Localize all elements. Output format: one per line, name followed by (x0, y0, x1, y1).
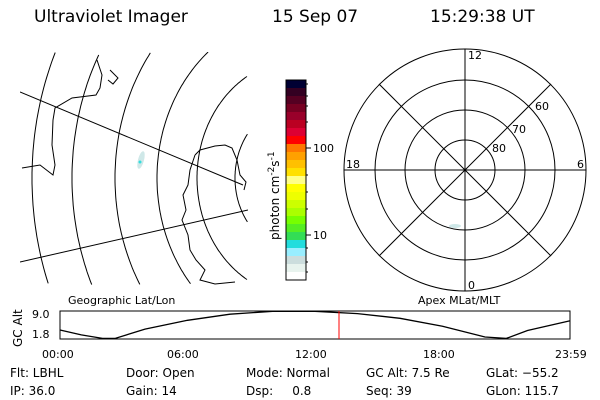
x-tick-label: 00:00 (42, 348, 74, 361)
mlat-label-80: 80 (492, 142, 506, 155)
colorbar-swatch (286, 248, 306, 257)
date-label: 15 Sep 07 (272, 7, 359, 27)
latitude-line (20, 91, 244, 186)
glat-status: GLat: −55.2 (486, 366, 559, 380)
y-axis-label: GC Alt (11, 309, 25, 347)
y-tick-label: 1.8 (32, 328, 50, 341)
longitude-arc (71, 54, 100, 285)
latitude-line (20, 209, 248, 263)
colorbar-swatch (286, 88, 306, 97)
mlt-label-12: 12 (468, 49, 482, 62)
colorbar-swatch (286, 232, 306, 241)
colorbar-swatch (286, 200, 306, 209)
colorbar-swatch (286, 184, 306, 193)
polar-aurora-emission (449, 224, 461, 228)
colorbar-tick-100: 100 (313, 142, 334, 155)
aurora-emission (137, 151, 145, 169)
longitude-arc (196, 76, 248, 280)
coastline (21, 59, 103, 176)
colorbar-swatch (286, 112, 306, 121)
longitude-arc (156, 52, 209, 284)
colorbar-swatch (286, 104, 306, 113)
mode-status: Mode: Normal (246, 366, 330, 380)
dsp-status: Dsp: 0.8 (246, 384, 312, 398)
colorbar-swatch (286, 80, 306, 89)
colorbar-swatch (286, 160, 306, 169)
polar-plot (343, 48, 587, 292)
colorbar-tick-10: 10 (313, 229, 327, 242)
coastline (194, 144, 247, 191)
colorbar-swatch (286, 120, 306, 129)
geographic-label: Geographic Lat/Lon (68, 294, 175, 307)
colorbar-swatch (286, 144, 306, 153)
colorbar-swatch (286, 192, 306, 201)
colorbar-swatch (286, 272, 306, 281)
x-tick-label: 23:59 (555, 348, 587, 361)
colorbar-swatch (286, 176, 306, 185)
geographic-map (20, 52, 248, 285)
colorbar-frame (285, 79, 307, 281)
mlat-label-70: 70 (512, 123, 526, 136)
mlt-label-18: 18 (346, 158, 360, 171)
mlt-label-6: 6 (577, 158, 584, 171)
apex-label: Apex MLat/MLT (418, 294, 501, 307)
door-status: Door: Open (126, 366, 195, 380)
colorbar-ticks (306, 83, 311, 273)
colorbar-swatch (286, 168, 306, 177)
colorbar-swatch (286, 224, 306, 233)
y-tick-label: 9.0 (32, 308, 50, 321)
colorbar-swatch (286, 136, 306, 145)
mlat-label-60: 60 (535, 100, 549, 113)
glon-status: GLon: 115.7 (486, 384, 559, 398)
longitude-arc (114, 52, 151, 285)
gc-alt-status: GC Alt: 7.5 Re (366, 366, 450, 380)
colorbar-swatch (286, 208, 306, 217)
instrument-title: Ultraviolet Imager (34, 7, 188, 27)
longitude-arc (31, 52, 56, 284)
coastline (181, 154, 236, 285)
altitude-series-line (59, 310, 570, 340)
gain-status: Gain: 14 (126, 384, 177, 398)
filter-status: Flt: LBHL (10, 366, 64, 380)
colorbar-swatch (286, 216, 306, 225)
colorbar-swatch (286, 96, 306, 105)
colorbar-swatch (286, 264, 306, 273)
colorbar-swatch (286, 128, 306, 137)
colorbar-swatch (286, 240, 306, 249)
ip-status: IP: 36.0 (10, 384, 56, 398)
x-tick-label: 18:00 (423, 348, 455, 361)
aurora-emission-peak (138, 160, 142, 164)
longitude-arc (234, 133, 248, 223)
colorbar-swatch (286, 256, 306, 265)
x-tick-label: 12:00 (295, 348, 327, 361)
coastline (107, 69, 119, 85)
x-tick-label: 06:00 (167, 348, 199, 361)
mlt-label-0: 0 (468, 279, 475, 292)
colorbar-swatch (286, 152, 306, 161)
colorbar (286, 80, 306, 281)
colorbar-unit-label: photon cm-2s-1 (267, 151, 282, 240)
seq-status: Seq: 39 (366, 384, 412, 398)
time-label: 15:29:38 UT (430, 7, 535, 27)
altitude-plot-frame (59, 310, 571, 340)
